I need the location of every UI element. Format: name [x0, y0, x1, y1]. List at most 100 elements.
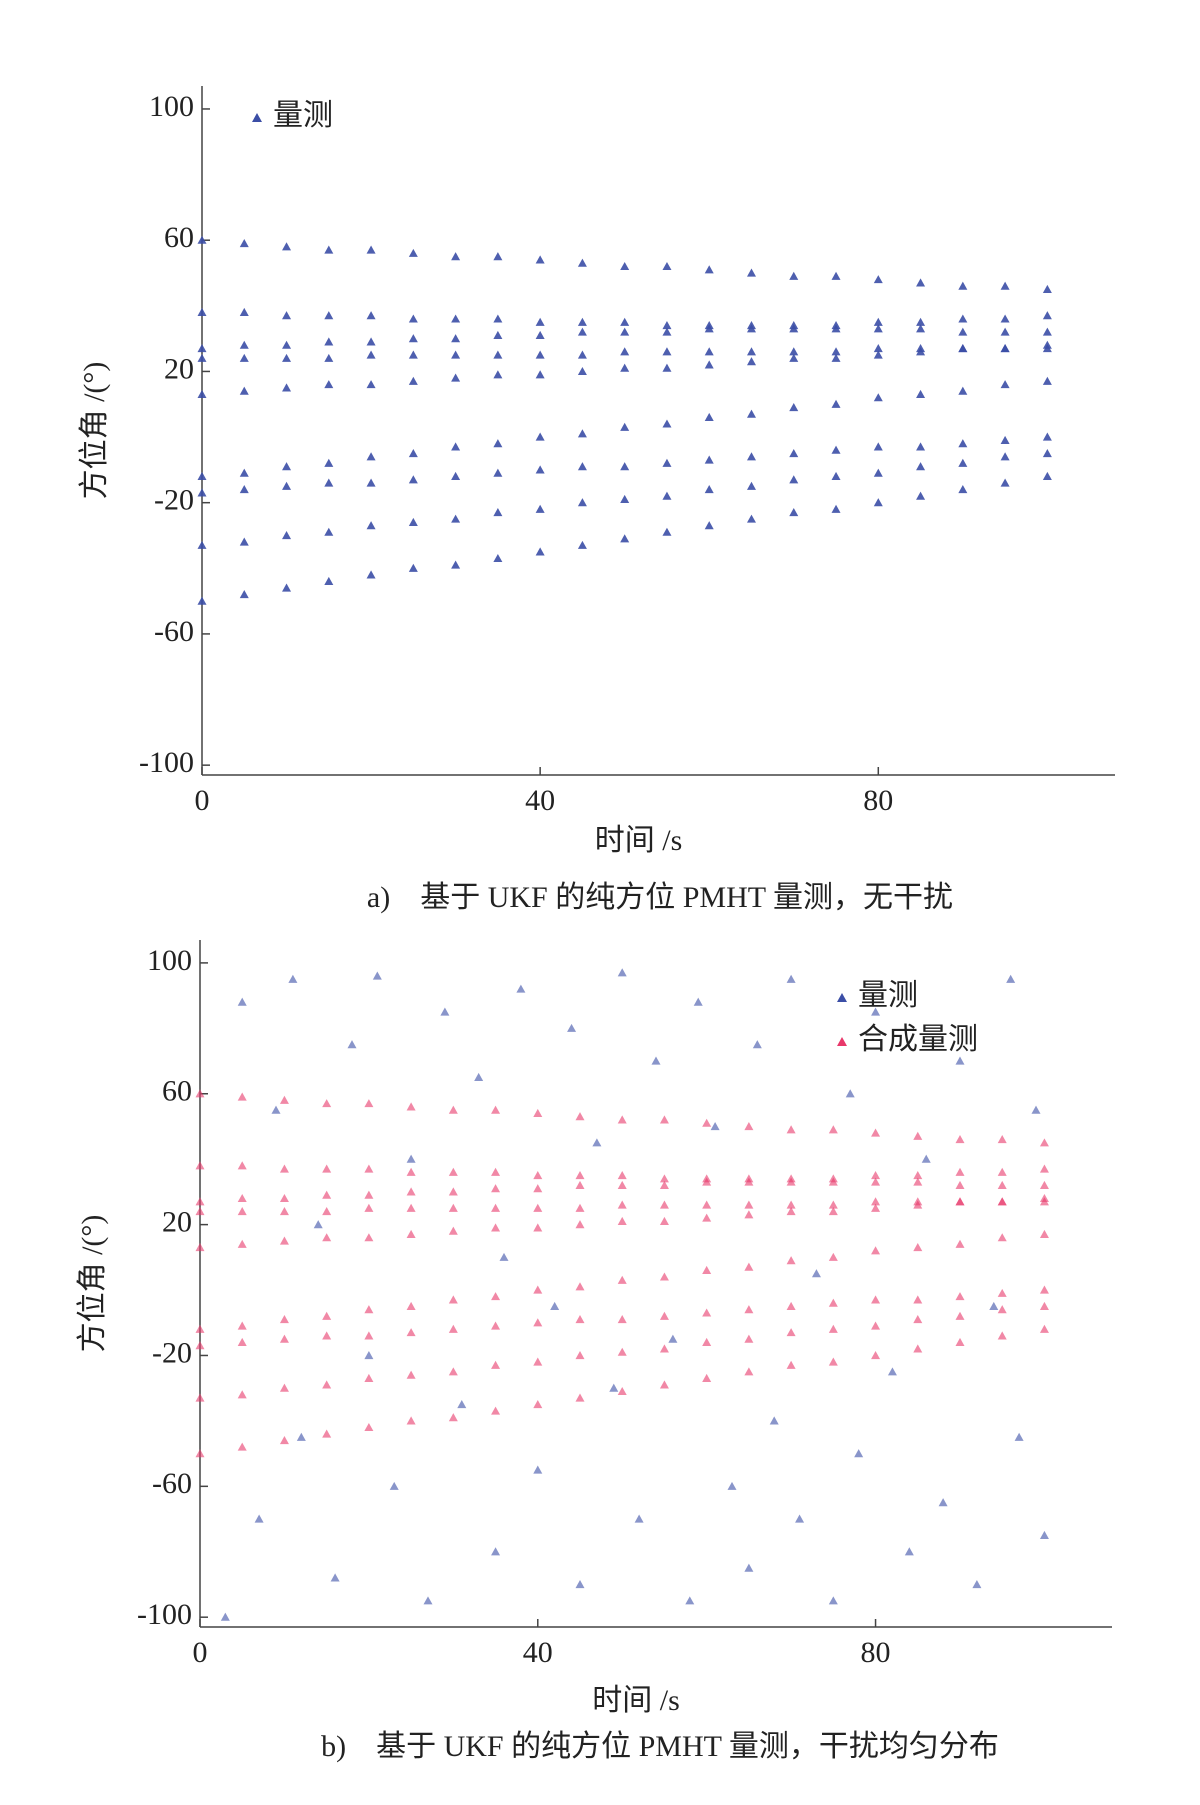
- data-point: [831, 347, 841, 356]
- caption: b) 基于 UKF 的纯方位 PMHT 量测，干扰均匀分布: [321, 1730, 999, 1763]
- data-point: [408, 248, 418, 257]
- data-point: [197, 471, 207, 481]
- data-point: [448, 1203, 458, 1212]
- data-point: [364, 1350, 374, 1360]
- data-point: [916, 442, 926, 451]
- data-point: [493, 350, 503, 359]
- data-point: [873, 324, 883, 333]
- data-point: [873, 350, 883, 359]
- data-point: [617, 1386, 627, 1396]
- data-point: [239, 537, 249, 546]
- data-point: [958, 458, 968, 467]
- data-point: [997, 1233, 1007, 1242]
- data-point: [828, 1324, 838, 1333]
- data-point: [197, 488, 207, 497]
- data-point: [921, 1154, 931, 1163]
- data-point: [617, 1314, 627, 1324]
- data-point: [662, 363, 672, 372]
- data-point: [662, 321, 672, 330]
- data-point: [491, 1547, 501, 1556]
- data-point: [493, 314, 503, 323]
- data-point: [1039, 1301, 1049, 1310]
- data-point: [955, 1337, 965, 1346]
- data-point: [366, 245, 376, 254]
- data-point: [493, 330, 503, 339]
- data-point: [279, 1314, 289, 1324]
- data-point: [609, 1383, 619, 1392]
- data-point: [575, 1112, 585, 1121]
- data-point: [831, 271, 841, 280]
- data-point: [659, 1344, 669, 1353]
- data-point: [702, 1265, 712, 1275]
- data-point: [567, 1023, 577, 1032]
- data-point: [1000, 435, 1010, 444]
- data-point: [408, 475, 418, 484]
- data-point: [279, 1436, 289, 1445]
- data-point: [364, 1190, 374, 1199]
- data-point: [575, 1282, 585, 1291]
- data-point: [746, 357, 756, 366]
- data-point: [451, 514, 461, 523]
- data-point: [831, 399, 841, 408]
- data-point: [197, 235, 207, 244]
- data-point: [322, 1099, 332, 1108]
- data-point: [237, 1337, 247, 1346]
- data-point: [535, 432, 545, 441]
- data-point: [704, 360, 714, 369]
- data-point: [1042, 376, 1052, 385]
- data-point: [634, 1514, 644, 1523]
- data-point: [372, 971, 382, 980]
- x-tick-label: 0: [195, 784, 210, 817]
- data-point: [617, 1115, 627, 1124]
- data-point: [406, 1416, 416, 1425]
- data-point: [364, 1305, 374, 1314]
- data-point: [279, 1095, 289, 1104]
- data-point: [533, 1465, 543, 1474]
- data-point: [440, 1007, 450, 1016]
- data-point: [1006, 974, 1016, 983]
- data-point: [955, 1056, 965, 1065]
- data-point: [195, 1243, 205, 1252]
- data-point: [282, 462, 292, 471]
- data-point: [997, 1197, 1007, 1206]
- data-point: [347, 1040, 357, 1049]
- data-point: [789, 508, 799, 517]
- data-point: [871, 1295, 881, 1304]
- data-point: [408, 314, 418, 323]
- data-point: [448, 1324, 458, 1333]
- data-point: [195, 1449, 205, 1458]
- data-point: [577, 498, 587, 507]
- data-point: [493, 553, 503, 563]
- data-point: [887, 1367, 897, 1376]
- data-point: [324, 458, 334, 467]
- y-tick-label: -100: [137, 1598, 192, 1631]
- data-point: [296, 1432, 306, 1441]
- data-point: [710, 1121, 720, 1131]
- data-point: [491, 1203, 501, 1212]
- data-point: [620, 317, 630, 326]
- data-point: [533, 1318, 543, 1327]
- data-point: [873, 275, 883, 284]
- data-point: [913, 1131, 923, 1140]
- data-point: [786, 1174, 796, 1183]
- data-point: [406, 1154, 416, 1163]
- data-point: [744, 1334, 754, 1343]
- data-point: [279, 1193, 289, 1203]
- data-point: [282, 353, 292, 362]
- data-point: [406, 1370, 416, 1379]
- data-point: [958, 314, 968, 323]
- data-point: [195, 1089, 205, 1098]
- data-point: [831, 471, 841, 481]
- data-point: [406, 1203, 416, 1212]
- data-point: [958, 439, 968, 448]
- data-point: [916, 278, 926, 287]
- data-point: [955, 1311, 965, 1320]
- data-point: [1039, 1285, 1049, 1294]
- data-point: [237, 1161, 247, 1170]
- data-point: [575, 1579, 585, 1589]
- data-point: [744, 1210, 754, 1219]
- data-point: [406, 1229, 416, 1239]
- data-point: [322, 1331, 332, 1340]
- data-point: [282, 383, 292, 392]
- data-point: [620, 261, 630, 271]
